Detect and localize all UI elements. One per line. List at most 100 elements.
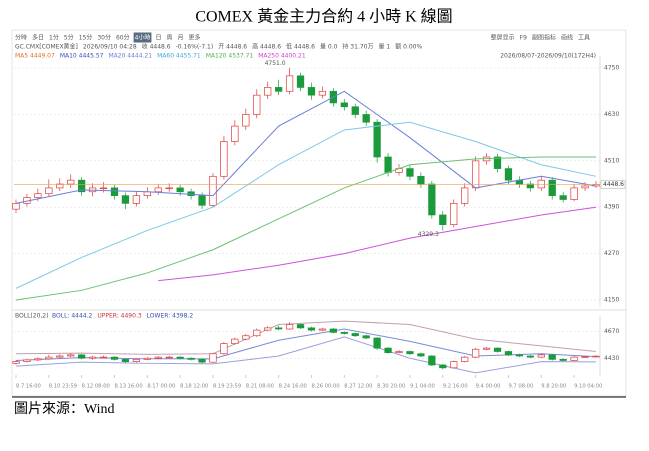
tab-highlight [133, 32, 152, 43]
candle-body [209, 175, 217, 206]
toolbar-tab[interactable]: 1分 [49, 34, 59, 42]
info-item: GC.CMX[COMEX黄金] [15, 43, 78, 51]
info-item: 收 4448.6 [142, 43, 171, 51]
y-tick-label: 4670 [604, 328, 619, 335]
candle-body [220, 141, 228, 177]
toolbar-tab[interactable]: 月 [177, 35, 183, 42]
candle-body [493, 156, 502, 169]
candle-body [417, 353, 425, 357]
candle-body [56, 183, 64, 189]
candle-body [165, 187, 173, 190]
candle-body [67, 354, 75, 357]
info-item: -0.16%(-7.1) [176, 44, 214, 51]
candle-body [307, 87, 316, 96]
x-tick-label: 9.4 00:00 [476, 384, 501, 390]
toolbar-tab[interactable]: 多日 [32, 34, 44, 42]
candle-body [570, 356, 578, 361]
legend-entry: MA5 4449.07 [15, 53, 55, 60]
candle-body [34, 358, 42, 361]
toolbar-tab[interactable]: 5分 [64, 34, 74, 42]
candle-body [275, 327, 283, 330]
candle-body [471, 160, 480, 189]
toolbar-tab[interactable]: 更多 [188, 34, 200, 42]
x-tick-label: 9.8 20:00 [541, 384, 566, 390]
candle-body [78, 179, 86, 193]
candle-body [592, 355, 600, 358]
candle-body [154, 187, 162, 193]
indicator-line [15, 121, 597, 289]
candle-body [570, 187, 578, 200]
toolbar-button[interactable]: 画线 [561, 34, 573, 42]
indicator-line [158, 206, 597, 282]
candle-body [176, 187, 184, 193]
x-tick-label: 9.2 16:00 [443, 384, 468, 390]
candle-body [307, 327, 316, 331]
candle-body [231, 125, 239, 142]
x-tick-label: 8.19 23:59 [213, 384, 241, 390]
candle-body [99, 187, 108, 190]
candle-body [296, 75, 305, 88]
candle-body [121, 359, 130, 362]
toolbar-tab[interactable]: 周 [166, 35, 172, 42]
x-tick-label: 8.27 12:00 [344, 384, 372, 390]
x-tick-label: 8.30 20:00 [377, 384, 405, 390]
toolbar-button[interactable]: 工具 [578, 35, 590, 42]
toolbar-tab[interactable]: 日 [155, 35, 161, 42]
candle-body [351, 106, 359, 115]
info-item: 额 0.00% [395, 43, 422, 51]
candle-body [537, 179, 545, 189]
candle-body [450, 361, 458, 369]
x-tick-label: 8.13 16:00 [114, 384, 142, 390]
legend-entry: MA10 4445.57 [60, 53, 104, 60]
candle-body [296, 324, 305, 329]
info-item: 持 31.70万 [342, 43, 373, 51]
candle-body [132, 359, 141, 362]
candle-body [209, 353, 217, 363]
candle-body [340, 332, 348, 334]
toolbar-tab[interactable]: 60分 [116, 34, 130, 42]
candle-body [384, 156, 392, 173]
candle-body [340, 102, 348, 108]
candle-body [471, 348, 480, 358]
toolbar-tab[interactable]: 分時 [15, 34, 27, 42]
last-price-box [600, 180, 626, 189]
candle-body [417, 175, 425, 185]
candle-body [99, 356, 108, 359]
info-item: 2026/09/10 04:28 [83, 44, 137, 51]
info-item: 量 0.0 [320, 44, 338, 51]
candle-body [482, 347, 491, 350]
candle-body [559, 195, 567, 200]
toolbar-tab[interactable]: 4小時 [135, 34, 151, 42]
candle-body [110, 187, 119, 196]
annotation: 4751.0 [265, 60, 286, 67]
toolbar-tab[interactable]: 15分 [79, 34, 93, 42]
candle-body [373, 121, 381, 158]
toolbar-button[interactable]: 整屏显示 [491, 34, 515, 42]
x-tick-label: 8.24 16:00 [279, 384, 307, 390]
candle-body [12, 203, 20, 210]
candle-body [132, 195, 141, 204]
x-tick-label: 9.7 08:00 [508, 384, 533, 390]
candle-body [384, 347, 392, 353]
candle-body [253, 94, 261, 115]
x-tick-label: 9.10 04:00 [574, 384, 602, 390]
candle-body [45, 356, 53, 360]
x-tick-label: 8.21 08:00 [246, 384, 274, 390]
candle-body [264, 327, 272, 331]
toolbar-button[interactable]: F9 [520, 35, 527, 42]
indicator-line [15, 90, 597, 204]
info-item: 量 1 [378, 44, 390, 51]
candle-body [285, 324, 294, 330]
toolbar-tab[interactable]: 30分 [97, 34, 111, 42]
toolbar-button[interactable]: 副图指标 [532, 34, 556, 42]
candle-body [439, 214, 447, 225]
candle-body [526, 183, 534, 189]
candle-body [154, 356, 162, 359]
info-item: 开 4448.6 [218, 44, 247, 51]
candle-body [88, 356, 97, 359]
y-tick-label: 4270 [604, 250, 619, 257]
candle-body [318, 328, 327, 331]
candle-body [23, 359, 31, 362]
legend-entry: BOLL: 4444.2 [52, 313, 93, 320]
